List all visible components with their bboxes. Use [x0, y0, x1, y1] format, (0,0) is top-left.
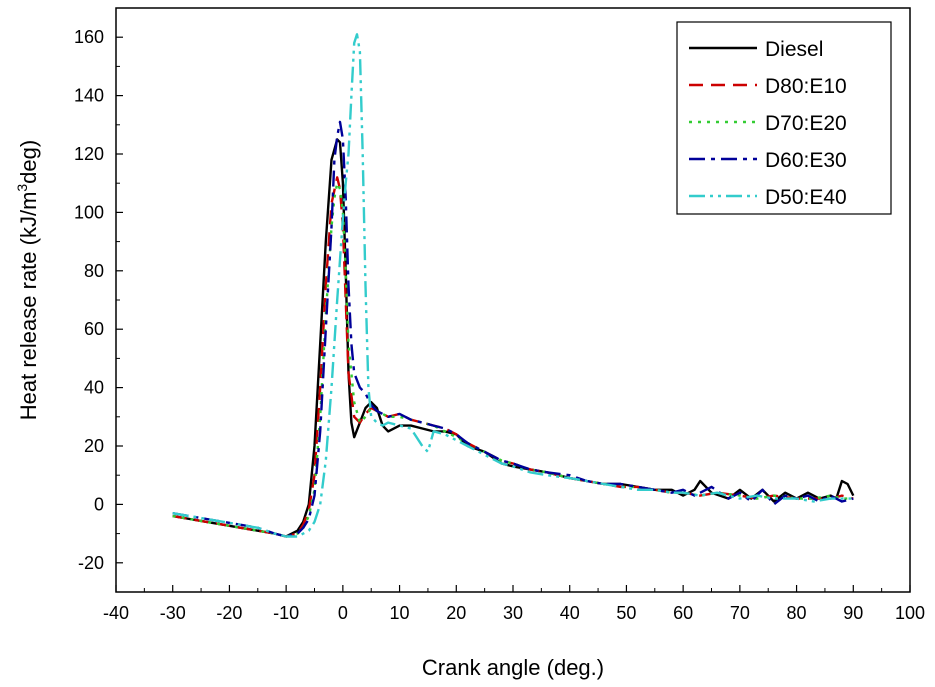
x-tick-label: 20	[446, 603, 466, 623]
legend-label-0: Diesel	[765, 38, 823, 61]
y-axis-title-superscript: 3	[14, 184, 30, 192]
x-tick-label: -40	[103, 603, 129, 623]
series-line-4	[172, 33, 854, 538]
x-tick-label: 10	[390, 603, 410, 623]
legend-box	[676, 21, 892, 215]
legend-label-4: D50:E40	[765, 186, 847, 209]
x-tick-label: 50	[616, 603, 636, 623]
y-tick-label: 60	[84, 319, 104, 339]
y-axis-title-tail: deg)	[16, 140, 41, 184]
x-tick-labels: -40 -30 -20 -10 0 10 20 30 40 50 60 70 80 90 100	[103, 603, 925, 623]
x-tick-label: 40	[560, 603, 580, 623]
series-line-1	[172, 176, 854, 538]
y-tick-label: 40	[84, 378, 104, 398]
y-tick-label: 0	[94, 494, 104, 514]
plot-lines	[172, 33, 855, 538]
y-tick-label: 140	[74, 86, 104, 106]
x-tick-label: 80	[787, 603, 807, 623]
x-tick-label: -20	[216, 603, 242, 623]
x-tick-label: 100	[895, 603, 925, 623]
y-tick-label: -20	[78, 553, 104, 573]
axis-ticks	[115, 36, 911, 593]
y-tick-label: 80	[84, 261, 104, 281]
legend: Diesel D80:E10 D70:E20 D60:E30 D50:E40	[676, 21, 892, 215]
y-tick-labels: -20 0 20 40 60 80 100 120 140 160	[74, 27, 104, 573]
y-axis-title-main: Heat release rate (kJ/m	[16, 192, 41, 421]
y-axis-title: Heat release rate (kJ/m3deg)	[14, 140, 41, 420]
y-tick-label: 100	[74, 202, 104, 222]
legend-label-2: D70:E20	[765, 112, 847, 135]
x-tick-label: 90	[843, 603, 863, 623]
x-tick-label: -10	[273, 603, 299, 623]
legend-label-3: D60:E30	[765, 149, 847, 172]
x-tick-label: 60	[673, 603, 693, 623]
y-tick-label: 20	[84, 436, 104, 456]
series-line-3	[172, 120, 854, 538]
y-tick-label: 160	[74, 27, 104, 47]
x-tick-label: 70	[730, 603, 750, 623]
legend-label-1: D80:E10	[765, 75, 847, 98]
y-tick-label: 120	[74, 144, 104, 164]
series-line-2	[172, 182, 854, 538]
x-axis-title: Crank angle (deg.)	[422, 655, 604, 680]
x-tick-label: -30	[160, 603, 186, 623]
x-tick-label: 0	[338, 603, 348, 623]
x-tick-label: 30	[503, 603, 523, 623]
